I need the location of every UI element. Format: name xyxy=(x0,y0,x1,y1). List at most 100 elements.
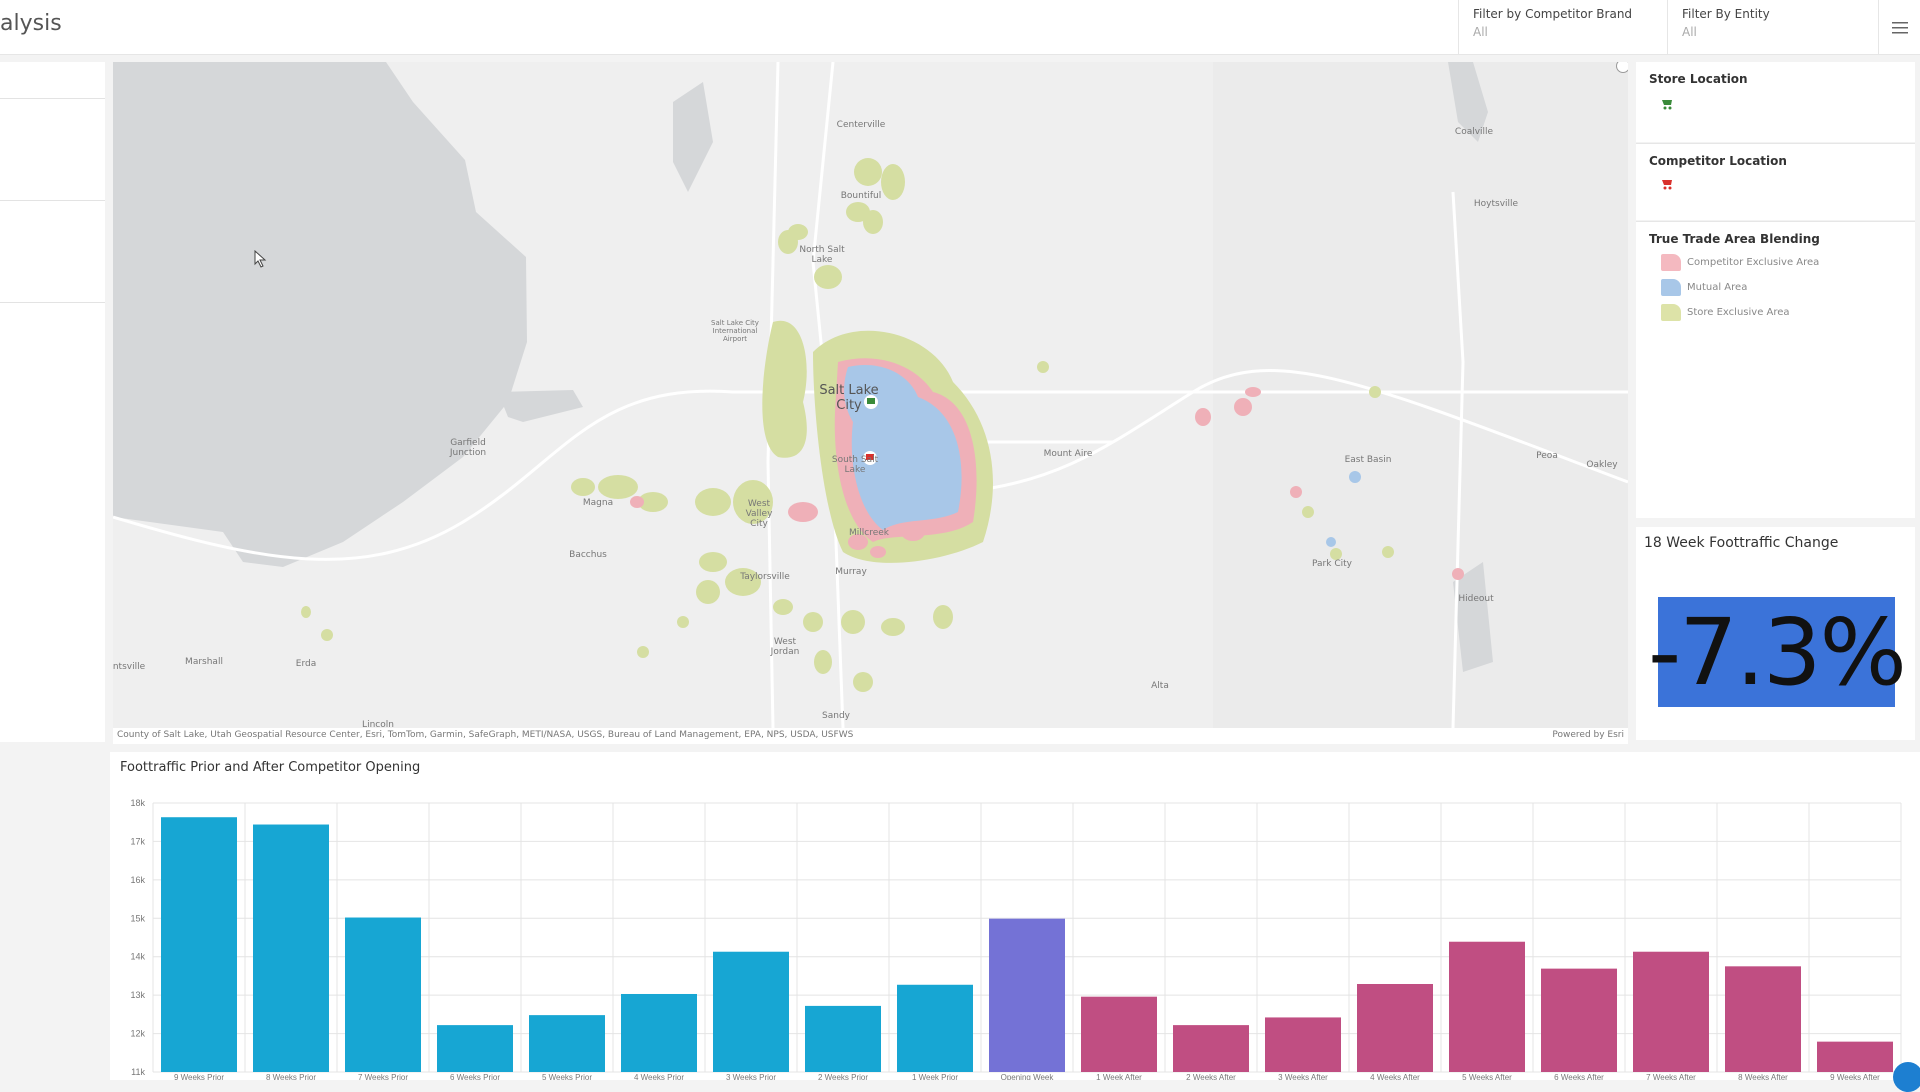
bar[interactable] xyxy=(529,1015,605,1072)
page-title: alysis xyxy=(0,11,62,36)
y-tick-label: 17k xyxy=(130,836,145,846)
bar[interactable] xyxy=(1541,968,1617,1072)
map-label: Bacchus xyxy=(569,550,607,560)
great-salt-lake xyxy=(113,62,527,567)
bar[interactable] xyxy=(1817,1041,1893,1072)
x-tick-label: Opening Week xyxy=(1001,1073,1055,1080)
menu-button[interactable] xyxy=(1878,0,1920,55)
bar[interactable] xyxy=(1173,1025,1249,1072)
x-tick-label: 1 Week Prior xyxy=(912,1073,958,1080)
y-tick-label: 18k xyxy=(130,798,145,808)
filter-value: All xyxy=(1473,25,1488,39)
map-label: Garfield Junction xyxy=(449,438,487,458)
map-canvas xyxy=(113,62,1628,728)
legend-item-competitor-exclusive: Competitor Exclusive Area xyxy=(1661,254,1902,271)
map-label: Park City xyxy=(1312,559,1352,569)
bar[interactable] xyxy=(345,917,421,1072)
map-label: East Basin xyxy=(1344,455,1392,465)
left-panel xyxy=(0,62,105,742)
map-label: ntsville xyxy=(113,662,146,672)
attribution-text: County of Salt Lake, Utah Geospatial Res… xyxy=(117,730,854,740)
map-label: Murray xyxy=(835,567,867,577)
map-label: Salt Lake City xyxy=(819,383,879,413)
legend-title: Store Location xyxy=(1649,72,1748,86)
bar[interactable] xyxy=(897,984,973,1072)
help-button[interactable] xyxy=(1893,1062,1920,1092)
legend-competitor-location: Competitor Location xyxy=(1636,143,1915,220)
filter-entity[interactable]: Filter By Entity All xyxy=(1667,0,1878,55)
bar[interactable] xyxy=(1725,966,1801,1072)
powered-by-esri[interactable]: Powered by Esri xyxy=(1552,730,1624,740)
x-tick-label: 3 Weeks After xyxy=(1278,1073,1328,1080)
swatch-icon xyxy=(1661,279,1681,296)
green-shopping-cart-icon xyxy=(1662,100,1672,110)
bar[interactable] xyxy=(805,1005,881,1072)
swatch-icon xyxy=(1661,254,1681,271)
bar[interactable] xyxy=(1449,941,1525,1072)
map-label: Oakley xyxy=(1586,460,1618,470)
x-tick-label: 4 Weeks After xyxy=(1370,1073,1420,1080)
bar-chart: 11k 12k 13k 14k 15k 16k 17k 18k 9 Weeks Prior 8 W… xyxy=(130,798,1902,1080)
x-tick-label: 5 Weeks After xyxy=(1462,1073,1512,1080)
legend-store-location: Store Location xyxy=(1636,62,1915,142)
competitor-location-marker[interactable] xyxy=(863,451,877,465)
bar[interactable] xyxy=(437,1025,513,1072)
x-tick-label: 9 Weeks Prior xyxy=(174,1073,224,1080)
x-tick-label: 7 Weeks After xyxy=(1646,1073,1696,1080)
map-label: Erda xyxy=(295,659,317,669)
map-label: West Valley City xyxy=(745,499,773,529)
legend-title: Competitor Location xyxy=(1649,154,1787,168)
chart-title: Foottraffic Prior and After Competitor O… xyxy=(120,760,421,775)
map-label: Salt Lake City International Airport xyxy=(711,319,759,343)
map-label: Hideout xyxy=(1458,594,1494,604)
x-tick-label: 9 Weeks After xyxy=(1830,1073,1880,1080)
bar[interactable] xyxy=(253,824,329,1072)
x-tick-label: 7 Weeks Prior xyxy=(358,1073,408,1080)
left-panel-row[interactable] xyxy=(0,62,105,99)
filter-value: All xyxy=(1682,25,1697,39)
red-shopping-cart-icon xyxy=(1662,180,1672,190)
map-label: Alta xyxy=(1151,681,1169,691)
map-view[interactable]: Centerville Bountiful North Salt Lake Sa… xyxy=(113,62,1628,728)
x-tick-label: 3 Weeks Prior xyxy=(726,1073,776,1080)
map-attribution: County of Salt Lake, Utah Geospatial Res… xyxy=(113,728,1628,744)
map-label: South Salt Lake xyxy=(831,455,879,475)
x-tick-label: 4 Weeks Prior xyxy=(634,1073,684,1080)
x-tick-label: 2 Weeks Prior xyxy=(818,1073,868,1080)
map-label: Magna xyxy=(582,498,614,508)
map-label: Hoytsville xyxy=(1473,199,1519,209)
legend-label: Store Exclusive Area xyxy=(1687,307,1790,318)
y-tick-label: 16k xyxy=(130,875,145,885)
kpi-title: 18 Week Foottraffic Change xyxy=(1644,535,1839,551)
map-label: Bountiful xyxy=(840,191,882,201)
bar[interactable] xyxy=(989,918,1065,1072)
bar[interactable] xyxy=(1081,996,1157,1072)
bar[interactable] xyxy=(1357,983,1433,1072)
bar[interactable] xyxy=(621,993,697,1072)
x-tick-label: 6 Weeks After xyxy=(1554,1073,1604,1080)
bar[interactable] xyxy=(1633,951,1709,1072)
left-panel-row[interactable] xyxy=(0,201,105,303)
left-panel-row[interactable] xyxy=(0,99,105,201)
store-location-marker[interactable] xyxy=(864,395,878,409)
bar[interactable] xyxy=(1265,1017,1341,1072)
bar[interactable] xyxy=(713,951,789,1072)
y-tick-label: 11k xyxy=(131,1067,145,1077)
y-tick-label: 12k xyxy=(130,1029,145,1039)
map-label: Lincoln xyxy=(362,720,394,728)
chart-panel: 11k 12k 13k 14k 15k 16k 17k 18k 9 Weeks Prior 8 W… xyxy=(110,752,1920,1080)
legend-item-mutual: Mutual Area xyxy=(1661,279,1902,296)
legend-label: Mutual Area xyxy=(1687,282,1748,293)
map-label: Mount Aire xyxy=(1043,449,1093,459)
map-label: Centerville xyxy=(836,120,886,130)
x-tick-label: 8 Weeks After xyxy=(1738,1073,1788,1080)
bar[interactable] xyxy=(161,817,237,1072)
filter-label: Filter By Entity xyxy=(1682,7,1770,21)
y-tick-label: 15k xyxy=(130,913,145,923)
filter-competitor-brand[interactable]: Filter by Competitor Brand All xyxy=(1458,0,1667,55)
header-bar: alysis Filter by Competitor Brand All Fi… xyxy=(0,0,1920,55)
map-label: Sandy xyxy=(822,711,850,721)
fullscreen-button[interactable] xyxy=(1616,62,1628,73)
map-label: Coalville xyxy=(1454,127,1494,137)
y-tick-label: 13k xyxy=(130,990,145,1000)
